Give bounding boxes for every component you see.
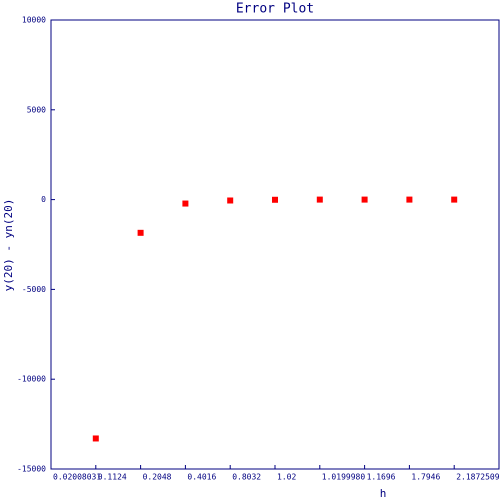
point <box>182 200 189 207</box>
x-tick-label: 0.4016 <box>187 473 216 482</box>
y-axis-label: y(20) - yn(20) <box>2 199 15 292</box>
x-tick-label: 0.8032 <box>232 473 261 482</box>
x-tick-label: 1.02 <box>277 473 296 482</box>
plot-frame <box>50 19 500 470</box>
point <box>137 229 144 236</box>
y-tick-label: 10000 <box>22 16 46 25</box>
x-tick-label: 1.7946 <box>411 473 440 482</box>
x-axis-label: h <box>380 487 387 500</box>
x-tick-label: 0.1124 <box>98 473 127 482</box>
y-tick-label: -10000 <box>17 375 46 384</box>
point <box>406 196 413 203</box>
y-tick-label: 0 <box>41 195 46 204</box>
point <box>227 197 234 204</box>
chart-title: Error Plot <box>236 2 314 17</box>
x-tick-label: 1.0199980 <box>322 473 366 482</box>
x-tick-label: 0.02008031 <box>53 473 101 482</box>
x-tick-label: 0.2048 <box>143 473 172 482</box>
x-tick-label: 1.1696 <box>367 473 396 482</box>
point <box>361 196 368 203</box>
y-tick-label: -15000 <box>17 465 46 474</box>
point <box>92 435 99 442</box>
point <box>316 196 323 203</box>
y-tick-label: 5000 <box>27 105 46 114</box>
y-tick-label: -5000 <box>22 285 46 294</box>
point <box>451 196 458 203</box>
point <box>272 196 278 203</box>
x-tick-label: 2.187250996 <box>456 473 500 482</box>
